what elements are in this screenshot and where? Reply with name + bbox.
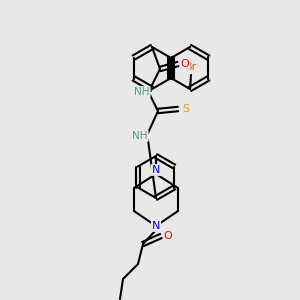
Text: O: O: [181, 59, 189, 69]
Text: N: N: [152, 221, 160, 231]
Text: Br: Br: [185, 62, 197, 72]
Text: NH: NH: [132, 131, 148, 141]
Text: S: S: [182, 104, 190, 114]
Text: N: N: [152, 165, 160, 175]
Text: O: O: [164, 231, 172, 241]
Text: NH: NH: [134, 87, 150, 97]
